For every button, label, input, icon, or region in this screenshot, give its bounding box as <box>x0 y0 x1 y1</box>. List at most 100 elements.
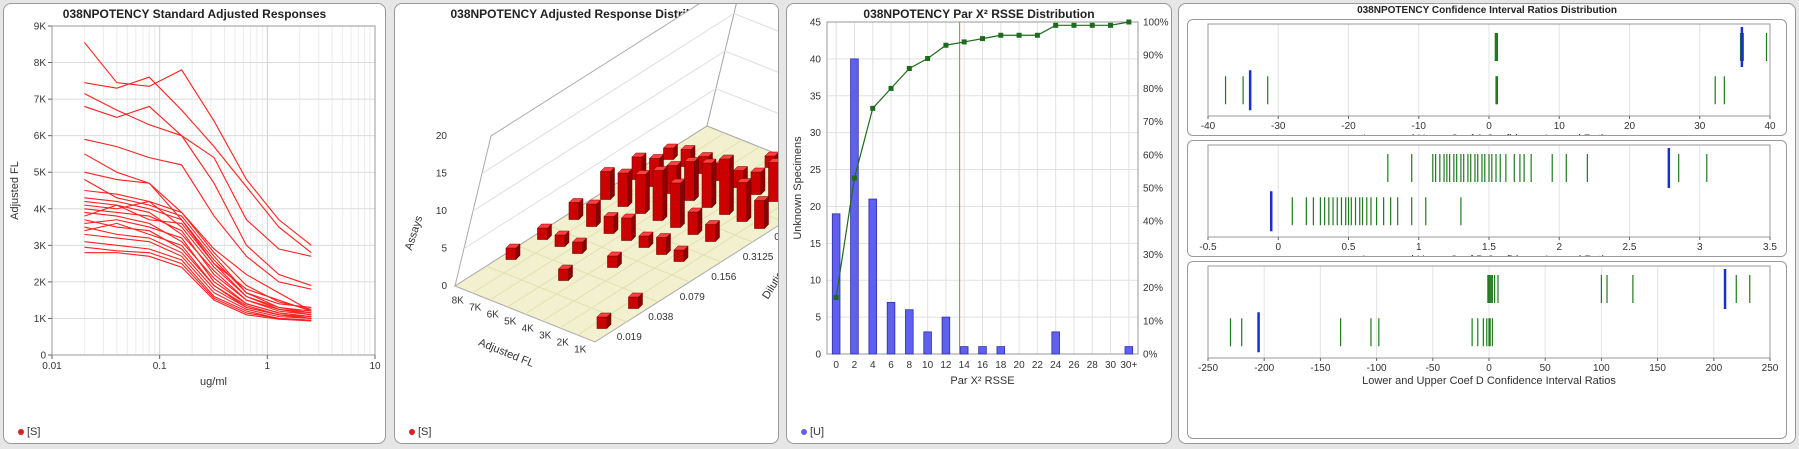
bar-front <box>596 316 608 329</box>
bar-side <box>627 168 633 208</box>
histogram-bar <box>978 346 987 355</box>
floor-grid-line <box>486 265 627 323</box>
z-axis-label: Assays <box>403 214 426 252</box>
cumulative-marker <box>1053 22 1059 28</box>
bar-front <box>719 158 730 215</box>
x-axis-label: Lower and Upper Coef A Confidence Interv… <box>1363 133 1615 136</box>
series-line <box>83 42 312 246</box>
bar-top <box>652 166 668 171</box>
cumulative-marker <box>1016 32 1022 38</box>
bar-top <box>683 157 700 162</box>
bar-side <box>697 207 703 236</box>
cumulative-marker <box>980 36 985 42</box>
y-tick-label: 30 <box>810 128 822 139</box>
series-line <box>84 76 312 254</box>
legend: [S] <box>409 426 431 438</box>
bar-side <box>680 178 685 229</box>
floor-grid-line <box>517 245 659 303</box>
z-tick-label: 20 <box>436 131 448 142</box>
y2-tick-label: 50% <box>1143 184 1163 195</box>
coef-a-strip-chart: -40 -30 -20 -10 0 10 20 30 40 Lower and Upper Coe… <box>1201 23 1776 136</box>
bar-top <box>634 170 651 175</box>
x-tick-label: -30 <box>1271 121 1286 132</box>
panel-title: 038NPOTENCY Adjusted Response Distributi… <box>450 7 723 21</box>
y2-tick-label: 40% <box>1143 217 1163 228</box>
coef-d-strip-chart: -250 -200 -150 -100 -50 0 50 100 150 200 250 Lower … <box>1198 265 1779 387</box>
x-tick-label: 0 <box>1486 363 1492 374</box>
bar-front <box>621 217 632 241</box>
y2-tick-label: 80% <box>1143 84 1163 95</box>
cumulative-marker <box>961 39 967 45</box>
bar-front <box>750 171 762 195</box>
histogram-bar <box>831 213 841 355</box>
bar-top <box>701 158 717 164</box>
x-tick-label: 2 <box>852 360 858 371</box>
bar-front <box>554 234 566 247</box>
x-tick-label: -100 <box>1367 363 1387 374</box>
bar-front <box>600 171 611 200</box>
x-tick-label: 7K <box>469 303 482 314</box>
y-tick-label: 0.625 <box>774 232 779 243</box>
x-tick-label: -50 <box>1426 363 1441 374</box>
legend-label: [S] <box>418 426 432 438</box>
bar-top <box>557 264 574 270</box>
bar-front <box>736 182 748 222</box>
y-tick-label: 45 <box>810 18 822 29</box>
y2-tick-label: 60% <box>1143 150 1163 161</box>
x-tick-label: 0 <box>1486 121 1492 132</box>
histogram-bar <box>1051 331 1060 355</box>
x-tick-label: 4 <box>870 360 876 371</box>
bar-top <box>585 199 602 205</box>
bar-top <box>662 143 679 149</box>
bar-top <box>655 233 672 238</box>
x-tick-label: 2 <box>1556 242 1562 253</box>
back-wall <box>706 4 778 155</box>
legend-label: [U] <box>810 426 825 438</box>
series-line <box>84 246 312 321</box>
legend: [U] <box>801 426 824 438</box>
cumulative-marker <box>906 65 912 71</box>
bar-top <box>571 237 588 243</box>
x-tick-label: -250 <box>1198 363 1218 374</box>
histogram-bar <box>941 316 951 355</box>
x-tick-label: -150 <box>1310 363 1330 374</box>
x-tick-label: 8K <box>452 296 465 307</box>
histogram-bar <box>868 198 877 355</box>
y2-tick-label: 100% <box>1143 18 1169 29</box>
x-tick-label: 100 <box>1593 363 1610 374</box>
x-tick-label: 1.5 <box>1482 242 1496 253</box>
x-tick-label: 0 <box>1275 242 1281 253</box>
bar-front <box>572 241 583 254</box>
histogram-bar <box>1124 346 1134 355</box>
z-tick-label: 0 <box>441 281 447 292</box>
z-tick-label: 15 <box>436 169 448 180</box>
bar-top <box>606 251 623 257</box>
y2-tick-label: 20% <box>1143 283 1163 294</box>
standard-adjusted-responses-panel: 038NPOTENCY Standard Adjusted Responses … <box>3 3 386 444</box>
bar-side <box>746 177 752 223</box>
bar-front <box>537 227 548 240</box>
bar-side <box>760 167 766 196</box>
bar-front <box>705 224 716 242</box>
bar-side <box>711 158 717 209</box>
y2-tick-label: 0% <box>1143 350 1158 361</box>
legend-label: [S] <box>27 426 41 438</box>
bar-side <box>729 154 734 216</box>
histogram-bar <box>959 346 969 355</box>
x-tick-label: 20 <box>1014 360 1026 371</box>
x-tick-label: 5K <box>504 317 517 328</box>
y-tick-label: 10 <box>810 276 822 287</box>
series-line <box>84 138 312 290</box>
x-tick-label: 26 <box>1068 360 1080 371</box>
x-axis-label: Adjusted FL <box>477 337 536 370</box>
bar-front <box>628 296 639 309</box>
x-tick-label: -40 <box>1201 121 1216 132</box>
y-tick-label: 0.079 <box>680 292 705 303</box>
bar-front <box>652 170 664 221</box>
y-tick-label: 9K <box>34 22 47 33</box>
bar-front <box>505 247 517 260</box>
x-tick-label: 22 <box>1032 360 1044 371</box>
bar-front <box>607 255 618 268</box>
y-tick-label: 2K <box>34 277 47 288</box>
